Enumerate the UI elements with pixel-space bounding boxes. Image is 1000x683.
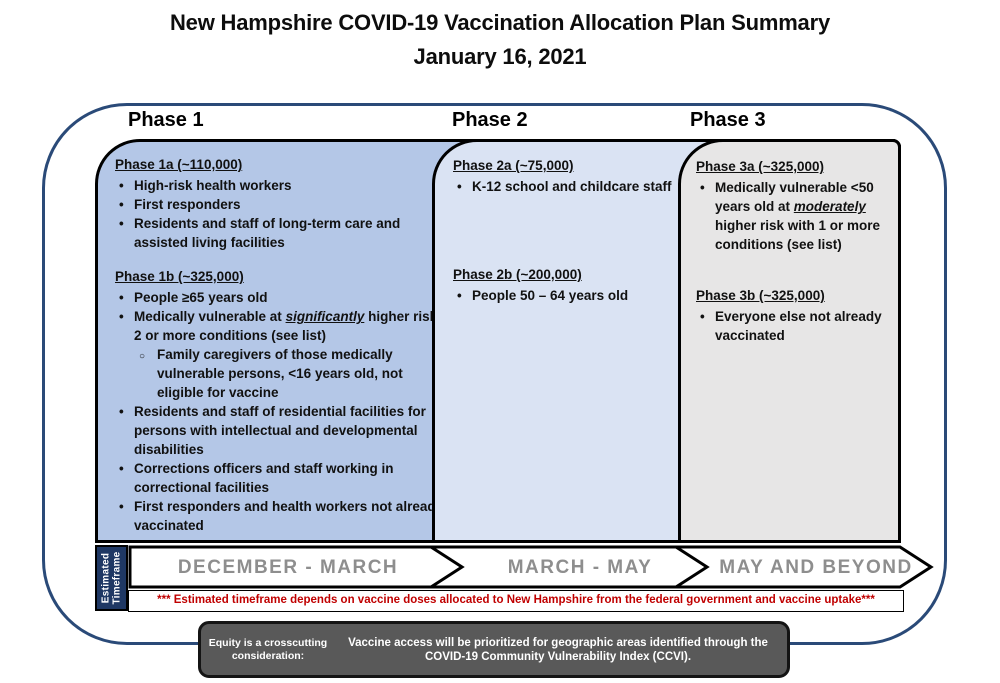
arrow-label-march-may: MARCH - MAY <box>508 557 653 578</box>
phase-1b-bullets: People ≥65 years old Medically vulnerabl… <box>115 288 445 535</box>
phase-1a-bullets: High-risk health workers First responder… <box>115 176 445 252</box>
list-item: People ≥65 years old <box>115 288 445 307</box>
phase-3b-bullets: Everyone else not already vaccinated <box>696 307 892 345</box>
phase-2b-bullets: People 50 – 64 years old <box>453 286 685 305</box>
equity-text: Vaccine access will be prioritized for g… <box>348 636 768 663</box>
phase-3b-title: Phase 3b (~325,000) <box>696 288 825 303</box>
slide-subtitle-date: January 16, 2021 <box>413 44 587 69</box>
chevron-separator-icon <box>675 545 710 589</box>
list-item: Medically vulnerable at significantly hi… <box>115 307 445 345</box>
phase-1b-title: Phase 1b (~325,000) <box>115 269 244 284</box>
emphasized-word: significantly <box>285 309 365 324</box>
list-item: Residents and staff of long-term care an… <box>115 214 445 252</box>
list-item: Corrections officers and staff working i… <box>115 459 445 497</box>
emphasized-word: moderately <box>793 199 866 214</box>
list-item: First responders <box>115 195 445 214</box>
estimated-timeframe-label-text: Estimated Timeframe <box>101 551 123 604</box>
phase-3a-bullets: Medically vulnerable <50 years old at mo… <box>696 178 892 254</box>
phase-3-content: Phase 3a (~325,000) Medically vulnerable… <box>681 142 898 345</box>
list-item: Medically vulnerable <50 years old at mo… <box>696 178 892 254</box>
phase-2-heading: Phase 2 <box>452 109 528 131</box>
list-item: People 50 – 64 years old <box>453 286 685 305</box>
slide-title: New Hampshire COVID-19 Vaccination Alloc… <box>169 10 830 35</box>
phase-1-content: Phase 1a (~110,000) High-risk health wor… <box>98 142 453 535</box>
phase-1-heading: Phase 1 <box>128 109 204 131</box>
timeframe-disclaimer: *** Estimated timeframe depends on vacci… <box>128 590 904 612</box>
equity-label: Equity is a crosscutting consideration: <box>208 636 328 662</box>
bullet-text: Medically vulnerable <50 years old at <box>715 180 874 214</box>
bullet-text: higher risk 2 or more conditions (see li… <box>134 309 438 343</box>
list-item: Everyone else not already vaccinated <box>696 307 892 345</box>
phase-2-content: Phase 2a (~75,000) K-12 school and child… <box>435 142 693 305</box>
equity-consideration-box: Equity is a crosscutting consideration: … <box>198 621 790 678</box>
sub-list-item: Family caregivers of those medically vul… <box>137 345 445 402</box>
arrow-band-outline <box>128 545 934 589</box>
estimated-timeframe-label: Estimated Timeframe <box>95 545 128 611</box>
phase-2b-title: Phase 2b (~200,000) <box>453 267 582 282</box>
phase-2a-title: Phase 2a (~75,000) <box>453 158 574 173</box>
list-item: K-12 school and childcare staff <box>453 177 685 196</box>
arrow-label-may-and-beyond: MAY AND BEYOND <box>719 557 912 578</box>
arrow-label-december-march: DECEMBER - MARCH <box>178 557 398 578</box>
label-line: Timeframe <box>111 551 123 605</box>
chevron-separator-icon <box>430 545 465 589</box>
label-line: Estimated <box>100 552 112 604</box>
list-item: High-risk health workers <box>115 176 445 195</box>
list-item: Residents and staff of residential facil… <box>115 402 445 459</box>
phase-3-heading: Phase 3 <box>690 109 766 131</box>
phase-3-box: Phase 3a (~325,000) Medically vulnerable… <box>678 139 901 543</box>
phase-2a-bullets: K-12 school and childcare staff <box>453 177 685 196</box>
list-item: First responders and health workers not … <box>115 497 445 535</box>
phase-1a-title: Phase 1a (~110,000) <box>115 157 243 172</box>
phase-3a-title: Phase 3a (~325,000) <box>696 159 824 174</box>
timeframe-arrow-band: DECEMBER - MARCH MARCH - MAY MAY AND BEY… <box>128 545 934 589</box>
bullet-text: higher risk with 1 or more conditions (s… <box>715 218 881 252</box>
bullet-text: Medically vulnerable at <box>134 309 286 324</box>
